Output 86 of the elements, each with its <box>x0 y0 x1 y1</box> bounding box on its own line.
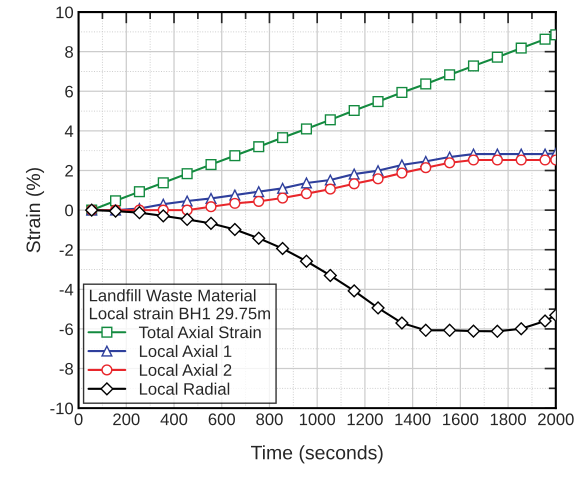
point <box>396 168 408 179</box>
point <box>324 268 337 282</box>
point <box>492 154 503 166</box>
point <box>538 314 552 328</box>
point <box>277 192 288 204</box>
point <box>300 188 312 200</box>
point <box>324 114 336 126</box>
point <box>443 324 456 337</box>
y-tick-label: -2 <box>60 244 73 256</box>
point <box>205 201 217 212</box>
point <box>277 132 288 144</box>
legend-title: Landfill Waste Material Local strain BH1 29.75m <box>90 289 270 320</box>
point <box>253 196 264 207</box>
point <box>540 34 551 45</box>
x-tick-label: 1200 <box>348 413 383 426</box>
x-tick-label: 2000 <box>538 413 574 426</box>
point <box>420 78 432 90</box>
y-tick-label: -6 <box>60 323 73 336</box>
x-tick-label: 200 <box>113 413 140 426</box>
legend-label: Total Axial Strain <box>138 326 261 338</box>
point <box>348 168 360 180</box>
point <box>516 154 527 166</box>
legend-label: Local Axial 1 <box>140 344 232 358</box>
point <box>253 186 264 198</box>
point <box>395 316 408 330</box>
legend-label: Local Radial <box>140 382 230 395</box>
point <box>540 154 551 166</box>
point <box>300 254 314 268</box>
point <box>180 212 194 226</box>
point <box>300 177 312 189</box>
point <box>324 184 336 195</box>
point <box>444 69 456 80</box>
point <box>516 42 527 54</box>
point <box>372 173 384 184</box>
point <box>182 204 193 216</box>
point <box>253 141 264 152</box>
point <box>444 157 456 168</box>
point <box>182 168 193 180</box>
point <box>514 322 528 336</box>
y-tick-label: 4 <box>64 125 74 137</box>
y-tick-label: -8 <box>60 362 73 375</box>
x-tick-label: 1600 <box>443 413 478 426</box>
point <box>419 324 432 337</box>
point <box>396 86 408 98</box>
y-tick-label: 6 <box>65 86 73 98</box>
point <box>468 154 480 166</box>
x-axis-title: Time (seconds) <box>251 445 383 464</box>
x-tick-label: 0 <box>74 413 83 426</box>
y-tick-label: 0 <box>65 204 74 216</box>
point <box>348 104 360 116</box>
point <box>371 301 385 315</box>
x-tick-label: 1800 <box>490 413 526 426</box>
x-tick-label: 400 <box>160 413 188 426</box>
point <box>229 198 240 209</box>
point <box>468 60 480 72</box>
point <box>228 222 242 236</box>
x-tick-label: 1000 <box>300 413 336 426</box>
point <box>252 232 266 245</box>
point <box>277 182 288 194</box>
point <box>134 186 145 198</box>
y-axis-title: Strain (%) <box>26 168 44 252</box>
point <box>300 123 312 134</box>
point <box>348 284 361 298</box>
y-tick-label: 2 <box>65 164 73 177</box>
point <box>229 150 240 162</box>
point <box>205 159 217 170</box>
point <box>420 162 432 174</box>
legend-label: Local Axial 2 <box>140 364 232 376</box>
y-tick-label: -10 <box>50 402 74 414</box>
y-tick-label: -4 <box>60 284 74 296</box>
x-tick-label: 600 <box>208 413 235 426</box>
point <box>158 177 169 188</box>
point <box>156 209 170 222</box>
point <box>490 324 504 338</box>
point <box>204 216 218 230</box>
point <box>276 242 290 256</box>
point <box>110 195 122 206</box>
point <box>466 324 480 338</box>
point <box>372 96 384 108</box>
x-tick-label: 800 <box>256 413 283 426</box>
y-tick-label: 8 <box>65 46 73 58</box>
point <box>492 52 503 63</box>
y-tick-label: 10 <box>56 6 74 18</box>
point <box>348 178 360 190</box>
x-tick-label: 1400 <box>395 413 431 426</box>
point <box>132 206 146 220</box>
